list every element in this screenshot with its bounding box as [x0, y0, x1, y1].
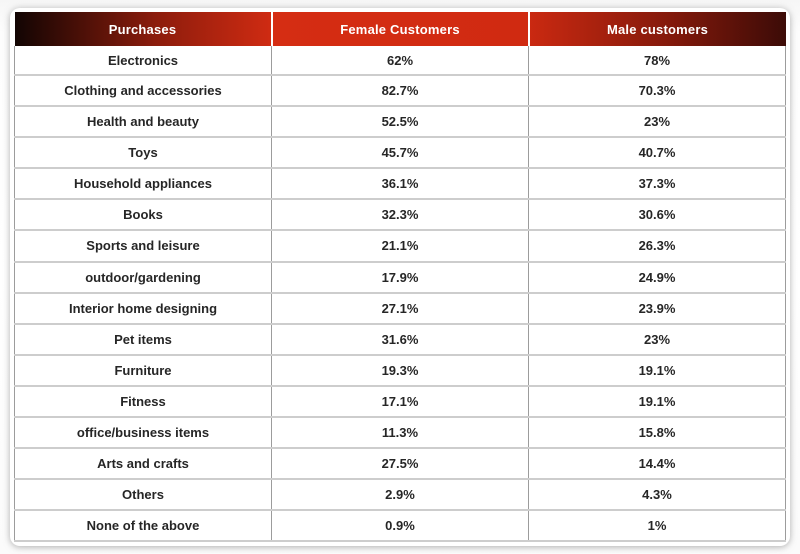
table-row: Books 32.3% 30.6%: [14, 198, 786, 232]
female-value-cell: 82.7%: [271, 74, 529, 108]
male-value-cell: 23%: [528, 105, 786, 139]
table-row: None of the above 0.9% 1%: [14, 508, 786, 543]
table-row: Toys 45.7% 40.7%: [14, 136, 786, 170]
male-value-cell: 70.3%: [528, 74, 786, 108]
male-value-cell: 23%: [528, 322, 786, 356]
female-value-cell: 21.1%: [271, 229, 529, 263]
table-card: Purchases Female Customers Male customer…: [10, 8, 790, 546]
table-header: Purchases Female Customers Male customer…: [14, 12, 786, 46]
female-value-cell: 52.5%: [271, 105, 529, 139]
row-label-cell: outdoor/gardening: [14, 260, 272, 294]
male-value-cell: 19.1%: [528, 384, 786, 418]
row-label-cell: Clothing and accessories: [14, 74, 272, 108]
male-value-cell: 4.3%: [528, 477, 786, 511]
table-row: Others 2.9% 4.3%: [14, 477, 786, 511]
row-label-cell: None of the above: [14, 508, 272, 543]
male-value-cell: 15.8%: [528, 415, 786, 449]
table-row: Sports and leisure 21.1% 26.3%: [14, 229, 786, 263]
table-row: Fitness 17.1% 19.1%: [14, 384, 786, 418]
female-value-cell: 36.1%: [271, 167, 529, 201]
female-value-cell: 31.6%: [271, 322, 529, 356]
female-value-cell: 17.9%: [271, 260, 529, 294]
row-label-cell: Sports and leisure: [14, 229, 272, 263]
male-value-cell: 19.1%: [528, 353, 786, 387]
col-header-male-customers: Male customers: [527, 12, 786, 46]
header-row: Purchases Female Customers Male customer…: [14, 12, 786, 46]
male-value-cell: 14.4%: [528, 446, 786, 480]
row-label-cell: office/business items: [14, 415, 272, 449]
row-label-cell: Others: [14, 477, 272, 511]
male-value-cell: 30.6%: [528, 198, 786, 232]
row-label-cell: Electronics: [14, 46, 272, 77]
female-value-cell: 32.3%: [271, 198, 529, 232]
table-row: Interior home designing 27.1% 23.9%: [14, 291, 786, 325]
purchases-table: Purchases Female Customers Male customer…: [14, 12, 786, 543]
row-label-cell: Health and beauty: [14, 105, 272, 139]
male-value-cell: 26.3%: [528, 229, 786, 263]
table-row: Household appliances 36.1% 37.3%: [14, 167, 786, 201]
male-value-cell: 37.3%: [528, 167, 786, 201]
row-label-cell: Furniture: [14, 353, 272, 387]
row-label-cell: Arts and crafts: [14, 446, 272, 480]
female-value-cell: 45.7%: [271, 136, 529, 170]
table-row: Health and beauty 52.5% 23%: [14, 105, 786, 139]
female-value-cell: 0.9%: [271, 508, 529, 543]
female-value-cell: 19.3%: [271, 353, 529, 387]
row-label-cell: Fitness: [14, 384, 272, 418]
row-label-cell: Books: [14, 198, 272, 232]
table-row: office/business items 11.3% 15.8%: [14, 415, 786, 449]
female-value-cell: 27.1%: [271, 291, 529, 325]
female-value-cell: 11.3%: [271, 415, 529, 449]
table-row: Furniture 19.3% 19.1%: [14, 353, 786, 387]
table-row: Clothing and accessories 82.7% 70.3%: [14, 74, 786, 108]
table-row: Arts and crafts 27.5% 14.4%: [14, 446, 786, 480]
col-header-purchases: Purchases: [14, 12, 272, 46]
table-row: Pet items 31.6% 23%: [14, 322, 786, 356]
table-row: outdoor/gardening 17.9% 24.9%: [14, 260, 786, 294]
female-value-cell: 62%: [271, 46, 529, 77]
female-value-cell: 17.1%: [271, 384, 529, 418]
row-label-cell: Toys: [14, 136, 272, 170]
table-row: Electronics 62% 78%: [14, 46, 786, 77]
row-label-cell: Pet items: [14, 322, 272, 356]
table-body: Electronics 62% 78% Clothing and accesso…: [14, 46, 786, 543]
female-value-cell: 2.9%: [271, 477, 529, 511]
row-label-cell: Interior home designing: [14, 291, 272, 325]
male-value-cell: 40.7%: [528, 136, 786, 170]
female-value-cell: 27.5%: [271, 446, 529, 480]
male-value-cell: 1%: [528, 508, 786, 543]
male-value-cell: 24.9%: [528, 260, 786, 294]
male-value-cell: 78%: [528, 46, 786, 77]
col-header-female-customers: Female Customers: [270, 12, 529, 46]
row-label-cell: Household appliances: [14, 167, 272, 201]
male-value-cell: 23.9%: [528, 291, 786, 325]
